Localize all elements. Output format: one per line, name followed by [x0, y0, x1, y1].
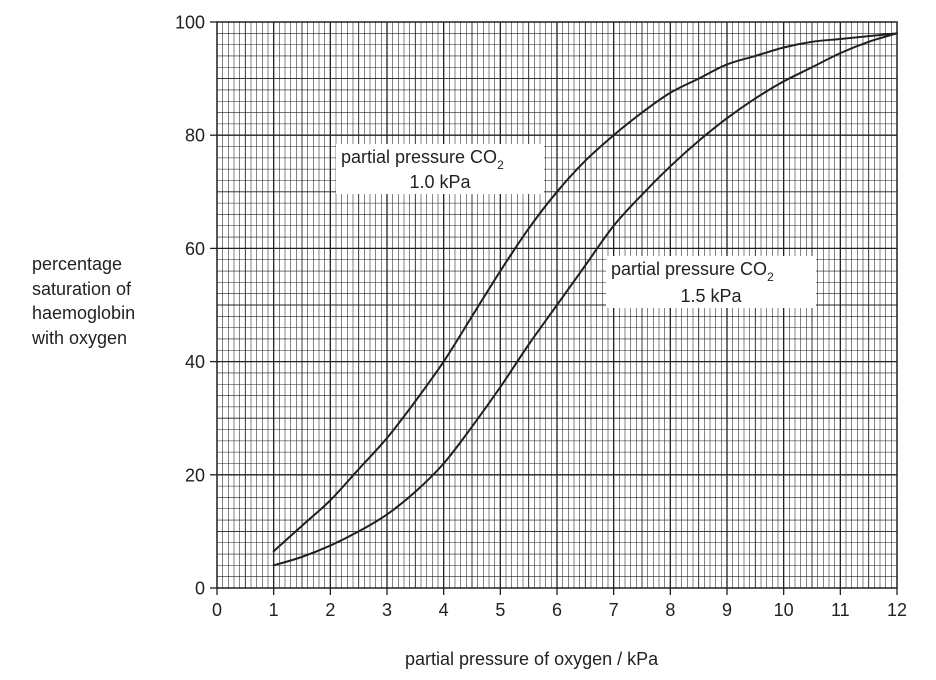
x-tick-label: 5 [495, 600, 505, 620]
svg-text:partial pressure CO2: partial pressure CO2 [611, 259, 774, 284]
y-tick-label: 60 [185, 239, 205, 259]
annotation-co2-1-0-text: partial pressure CO [341, 147, 497, 167]
y-axis-label: percentage saturation of haemoglobin wit… [32, 252, 182, 350]
annotation-co2-1-5-value: 1.5 kPa [680, 286, 742, 306]
tick-marks [210, 21, 898, 595]
x-tick-label: 10 [774, 600, 794, 620]
y-axis-label-line-1: percentage [32, 254, 123, 274]
x-tick-label: 1 [269, 600, 279, 620]
y-tick-label: 100 [175, 13, 205, 33]
x-axis-label: partial pressure of oxygen / kPa [405, 649, 659, 669]
y-axis-label-line-3: haemoglobin [32, 303, 136, 323]
series-curve-1 [272, 32, 898, 553]
series-curve-2 [272, 32, 898, 567]
y-tick-label: 40 [185, 352, 205, 372]
annotation-co2-1-0-sub: 2 [497, 158, 504, 172]
annotation-co2-1-0: partial pressure CO2 1.0 kPa [336, 144, 544, 194]
annotation-co2-1-5: partial pressure CO2 1.5 kPa [606, 256, 816, 308]
x-tick-label: 11 [831, 600, 850, 620]
x-tick-label: 4 [439, 600, 449, 620]
x-tick-label: 3 [382, 600, 392, 620]
x-tick-label: 0 [212, 600, 222, 620]
curves [272, 32, 898, 567]
annotation-co2-1-0-value: 1.0 kPa [409, 172, 471, 192]
annotation-co2-1-5-text: partial pressure CO [611, 259, 767, 279]
x-tick-label: 6 [552, 600, 562, 620]
y-tick-label: 0 [195, 579, 205, 599]
annotation-co2-1-5-sub: 2 [767, 270, 774, 284]
y-axis-label-line-2: saturation of [32, 278, 132, 299]
x-tick-label: 9 [722, 600, 732, 620]
x-tick-label: 2 [325, 600, 335, 620]
x-tick-label: 7 [609, 600, 619, 620]
y-tick-label: 80 [185, 126, 205, 146]
svg-text:partial pressure CO2: partial pressure CO2 [341, 147, 504, 172]
y-axis-label-line-4: with oxygen [32, 327, 128, 348]
x-tick-label: 12 [887, 600, 907, 620]
y-tick-label: 20 [185, 465, 205, 485]
x-tick-label: 8 [665, 600, 675, 620]
